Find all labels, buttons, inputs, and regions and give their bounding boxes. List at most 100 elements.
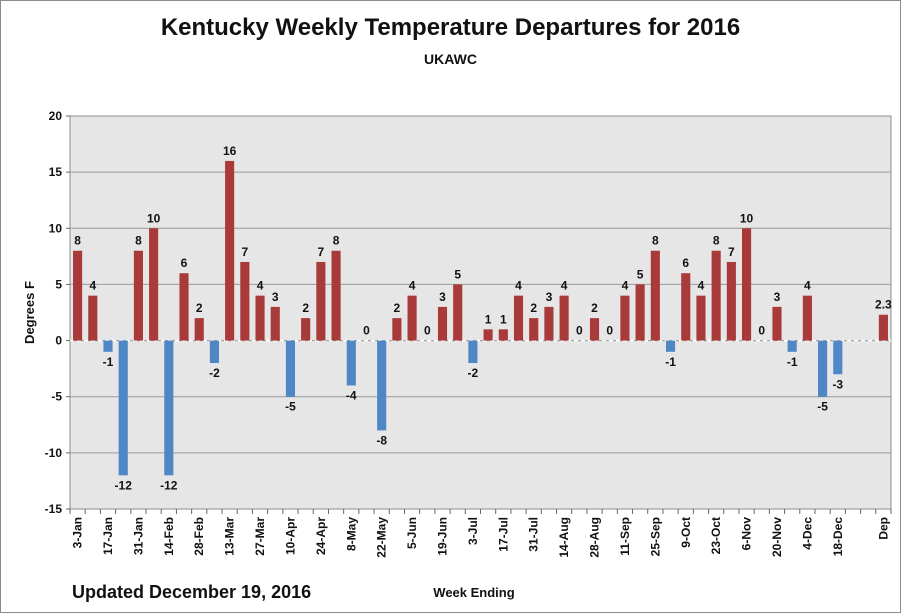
data-label: 4	[622, 279, 629, 293]
bar-24-jul	[513, 295, 524, 341]
x-tick-label: 18-Dec	[831, 517, 845, 557]
data-label: 8	[713, 234, 720, 248]
bar-13-mar	[225, 160, 235, 341]
data-label: -2	[468, 366, 479, 380]
bar-17-apr	[301, 318, 311, 341]
y-tick-label: 5	[55, 277, 62, 291]
bar-21-feb	[179, 273, 189, 341]
bar-6-mar	[209, 340, 219, 364]
data-label: 4	[804, 279, 811, 293]
data-label: 16	[223, 144, 237, 158]
x-tick-label: Dep	[876, 517, 890, 540]
data-label: 4	[409, 279, 416, 293]
bar-6-nov	[742, 228, 752, 341]
bar-25-sep	[650, 250, 660, 341]
x-tick-label: 14-Feb	[162, 517, 176, 556]
data-label: 0	[606, 324, 613, 338]
bar-10-jul	[483, 329, 493, 341]
bar-28-aug	[589, 318, 600, 341]
bar-18-dec	[833, 340, 843, 375]
data-label: 8	[135, 234, 142, 248]
y-tick-label: 10	[49, 221, 63, 235]
plot-area	[69, 115, 892, 510]
bar-16-oct	[696, 295, 706, 341]
bar-24-apr	[316, 261, 326, 341]
bar-14-feb	[164, 340, 174, 476]
x-tick-label: 23-Oct	[709, 517, 723, 554]
bar-7-aug	[544, 306, 554, 341]
data-label: 7	[728, 245, 735, 259]
data-label: -8	[376, 433, 387, 447]
x-tick-label: 13-Mar	[223, 517, 237, 556]
data-label: 2	[591, 301, 598, 315]
y-tick-label: 20	[49, 109, 63, 123]
data-label: 8	[652, 234, 659, 248]
data-label: 7	[318, 245, 325, 259]
y-axis-ticks: -15 -10 -5 0 5 10 15 20	[45, 109, 70, 516]
x-tick-label: 19-Jun	[435, 517, 449, 556]
bar-5-jun	[407, 295, 417, 341]
data-label: 0	[363, 324, 370, 338]
x-tick-label: 27-Mar	[253, 517, 267, 556]
x-tick-label: 11-Sep	[618, 517, 632, 556]
y-axis-title: Degrees F	[22, 281, 37, 344]
x-tick-label: 10-Apr	[283, 517, 297, 555]
data-label: -12	[160, 478, 178, 492]
x-tick-label: 22-May	[375, 517, 389, 558]
bar-31-jul	[529, 318, 539, 341]
x-tick-label: 28-Feb	[192, 517, 206, 556]
data-label: 4	[257, 279, 264, 293]
bar-19-jun	[437, 306, 448, 341]
x-tick-label: 24-Apr	[314, 517, 328, 555]
bar-27-mar	[255, 295, 265, 341]
bar-31-jan	[133, 250, 143, 341]
data-label: -4	[346, 388, 357, 402]
data-label: 0	[758, 324, 765, 338]
bar-14-aug	[559, 295, 569, 341]
x-tick-label: 9-Oct	[679, 517, 693, 548]
data-label: 0	[576, 324, 583, 338]
data-label: 2	[302, 301, 309, 315]
bar-27-nov	[787, 340, 797, 352]
bar-17-jan	[103, 340, 113, 352]
data-label: 4	[561, 279, 568, 293]
data-label: -5	[817, 400, 828, 414]
data-label: 2	[394, 301, 401, 315]
bar-11-dec	[818, 340, 828, 397]
data-label: 2	[196, 301, 203, 315]
gridlines	[70, 171, 891, 454]
bar-17-jul	[498, 329, 508, 341]
x-tick-label: 4-Dec	[800, 517, 814, 550]
x-tick-label: 5-Jun	[405, 517, 419, 549]
bar-29-may	[392, 318, 402, 341]
x-tick-label: 28-Aug	[588, 517, 602, 558]
data-label: 5	[454, 267, 461, 281]
y-tick-label: -10	[45, 446, 63, 460]
data-label: 4	[515, 279, 522, 293]
data-label: -1	[787, 355, 798, 369]
data-label: 2.3	[875, 298, 892, 312]
bar-18-sep	[635, 284, 645, 341]
data-label: 10	[147, 211, 161, 225]
data-label: 5	[637, 267, 644, 281]
data-label: 3	[272, 290, 279, 304]
data-label: -2	[209, 366, 220, 380]
data-label: -5	[285, 400, 296, 414]
bar-23-oct	[711, 250, 721, 341]
x-tick-label: 8-May	[344, 517, 358, 551]
y-tick-label: -15	[45, 502, 63, 516]
data-label: -1	[103, 355, 114, 369]
data-label: 7	[241, 245, 248, 259]
x-tick-label: 3-Jan	[71, 517, 85, 548]
bar-24-jan	[118, 340, 128, 476]
bar-11-sep	[620, 295, 630, 341]
bar-3-apr	[270, 306, 280, 341]
bar-20-nov	[772, 306, 782, 341]
data-label: 6	[181, 256, 188, 270]
data-label: 8	[74, 234, 81, 248]
bar-10-apr	[285, 340, 296, 397]
bar-4-dec	[802, 295, 812, 341]
x-tick-label: 20-Nov	[770, 517, 784, 557]
x-tick-label: 14-Aug	[557, 517, 571, 558]
data-label: 3	[546, 290, 553, 304]
